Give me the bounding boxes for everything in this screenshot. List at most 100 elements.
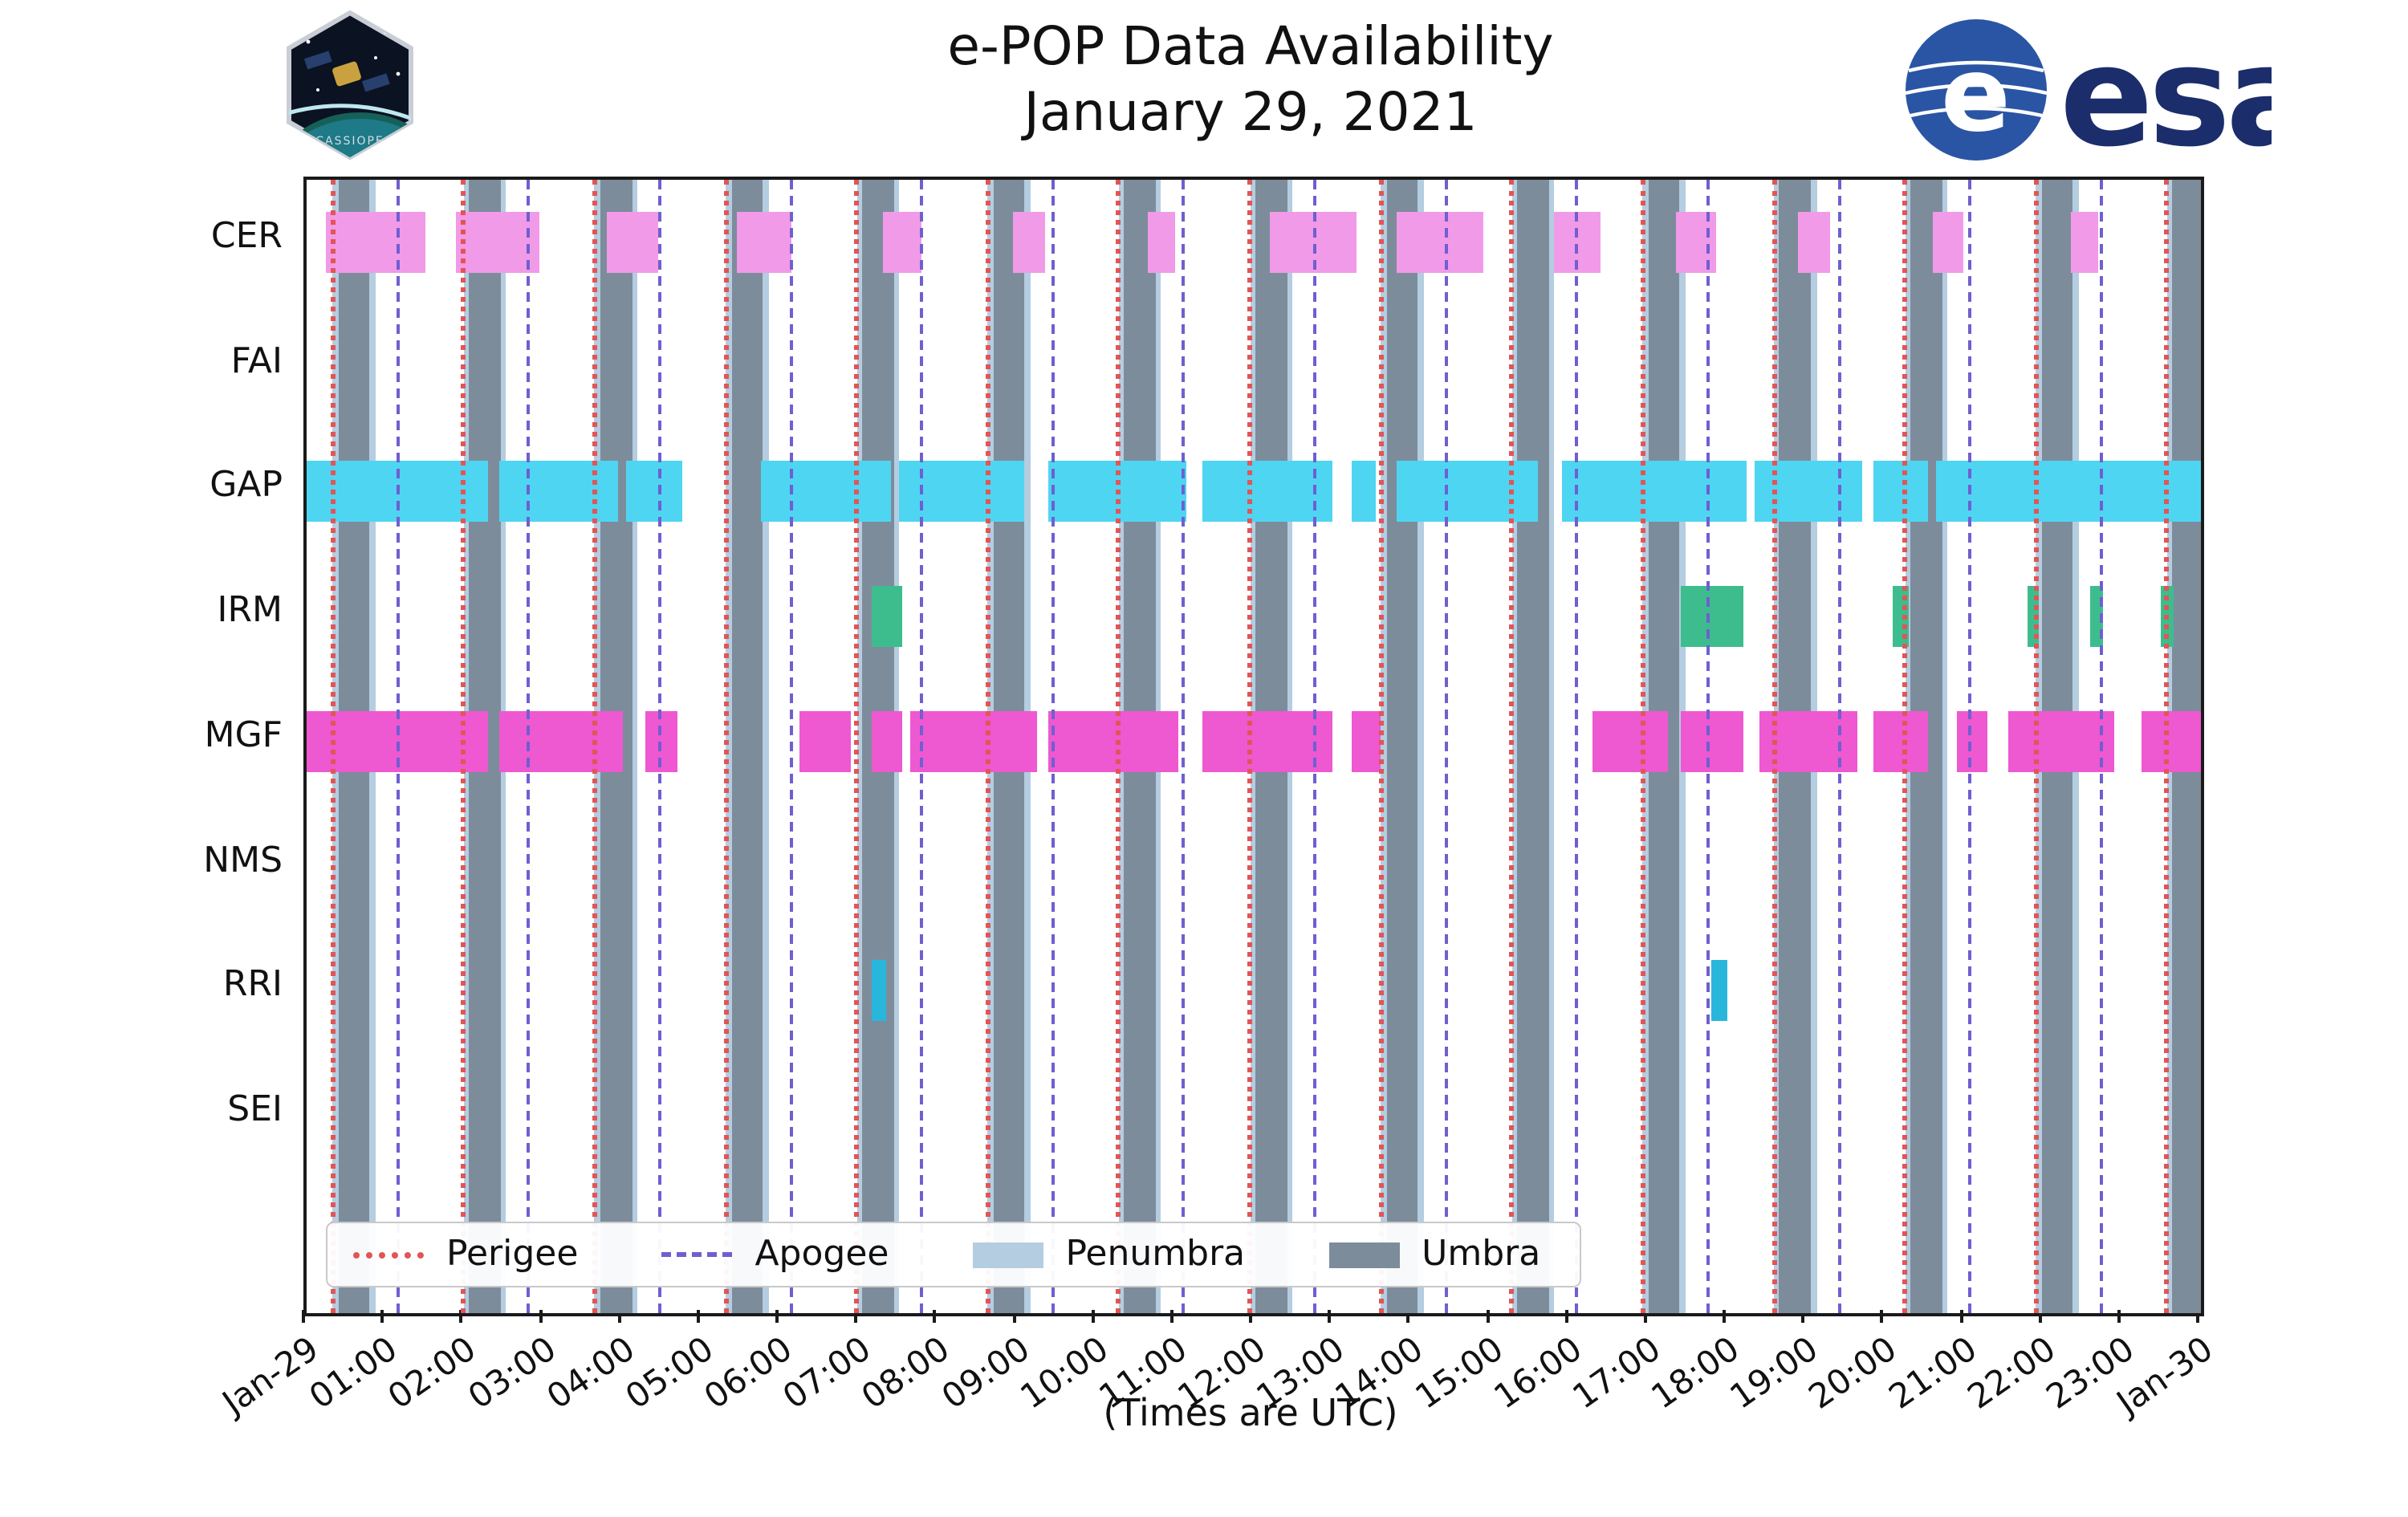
esa-logo: e esa [1905,16,2272,167]
y-axis-label-nms: NMS [203,840,283,881]
perigee-line [1378,180,1384,1313]
perigee-line [1116,180,1121,1313]
x-tick [1012,1310,1015,1323]
availability-bar-gap [1873,461,1929,523]
legend-label-umbra: Umbra [1422,1234,1541,1275]
perigee-line [1509,180,1515,1313]
x-tick [775,1310,779,1323]
x-tick [854,1310,858,1323]
availability-bar-gap [898,461,1025,523]
apogee-line [1706,180,1710,1313]
legend-swatch-umbra [1328,1242,1400,1267]
perigee-line [854,180,860,1313]
perigee-line [2033,180,2039,1313]
umbra-band [1517,180,1549,1313]
x-tick [933,1310,937,1323]
availability-bar-gap [1561,461,1747,523]
x-axis-label: (Times are UTC) [1103,1393,1398,1435]
x-tick [302,1310,305,1323]
apogee-line [1837,180,1841,1313]
y-axis-label-sei: SEI [227,1089,283,1130]
legend-label-apogee: Apogee [755,1234,889,1275]
availability-bar-cer [456,212,540,273]
x-tick [539,1310,542,1323]
availability-bar-cer [1396,212,1483,273]
x-tick [1880,1310,1884,1323]
x-tick [617,1310,621,1323]
apogee-line [1182,180,1186,1313]
legend-swatch-penumbra [972,1242,1043,1267]
figure: CASSIOPE e esa e-POP Data Availability J… [203,10,2272,1435]
availability-bar-gap [1396,461,1538,523]
x-tick [2038,1310,2042,1323]
perigee-line [461,180,466,1313]
availability-bar-mgf [1680,710,1743,772]
availability-bar-irm [1680,586,1743,648]
perigee-line [723,180,729,1313]
apogee-line [527,180,531,1313]
availability-bar-gap [1352,461,1377,523]
availability-bar-mgf [2007,710,2114,772]
availability-bar-mgf [1352,710,1381,772]
availability-bar-cer [1147,212,1175,273]
availability-bar-mgf [499,710,623,772]
x-tick [1249,1310,1252,1323]
y-axis-label-rri: RRI [222,965,283,1006]
legend-swatch-apogee [661,1252,733,1257]
x-tick [1723,1310,1726,1323]
x-tick [1959,1310,1963,1323]
availability-bar-mgf [799,710,852,772]
availability-bar-mgf [1592,710,1669,772]
perigee-line [1902,180,1908,1313]
legend-label-penumbra: Penumbra [1065,1234,1246,1275]
perigee-line [1247,180,1253,1313]
x-tick [1801,1310,1805,1323]
perigee-line [2164,180,2170,1313]
apogee-line [920,180,924,1313]
perigee-line [985,180,990,1313]
x-tick [696,1310,700,1323]
x-tick [2196,1310,2199,1323]
apogee-line [657,180,661,1313]
availability-bar-cer [606,212,658,273]
chart-title: e-POP Data Availability [947,14,1554,77]
svg-text:e: e [1941,35,2011,155]
availability-bar-gap [626,461,682,523]
availability-bar-cer [1676,212,1716,273]
chart-subtitle: January 29, 2021 [1023,80,1478,144]
availability-bar-cer [1932,212,1964,273]
apogee-line [1313,180,1317,1313]
legend-item-perigee: Perigee [353,1234,578,1275]
legend-item-umbra: Umbra [1328,1234,1540,1275]
availability-bar-irm [871,586,903,648]
availability-bar-rri [871,960,887,1022]
availability-bar-mgf [1048,710,1179,772]
apogee-line [2099,180,2103,1313]
title-block: e-POP Data Availability January 29, 2021 [303,13,2198,145]
x-tick [1406,1310,1410,1323]
availability-bar-mgf [1202,710,1333,772]
legend-swatch-perigee [353,1251,424,1258]
perigee-line [1771,180,1776,1313]
y-axis-label-gap: GAP [209,466,283,506]
umbra-band [731,180,763,1313]
availability-bar-mgf [645,710,678,772]
apogee-line [1575,180,1579,1313]
plot-area: Perigee Apogee Penumbra Umbra [303,177,2204,1316]
perigee-line [592,180,597,1313]
availability-bar-gap [1936,461,2201,523]
x-tick [1169,1310,1173,1323]
cassiope-mission-patch: CASSIOPE [287,10,413,161]
legend-item-apogee: Apogee [661,1234,889,1275]
availability-bar-cer [1798,212,1830,273]
apogee-line [1444,180,1448,1313]
umbra-band [1386,180,1418,1313]
esa-logo-text: esa [2060,16,2272,167]
legend-label-perigee: Perigee [446,1234,579,1275]
availability-bar-gap [499,461,619,523]
apogee-line [789,180,793,1313]
availability-bar-mgf [1873,710,1929,772]
perigee-line [1640,180,1645,1313]
y-axis-label-mgf: MGF [204,715,283,756]
availability-bar-cer [882,212,922,273]
